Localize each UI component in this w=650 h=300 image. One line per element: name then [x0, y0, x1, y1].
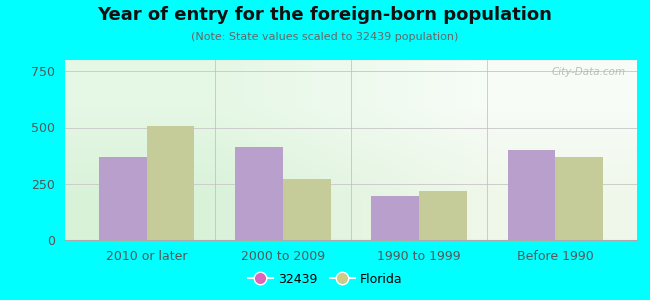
Bar	[235, 147, 283, 240]
Bar	[99, 157, 147, 240]
Legend: 32439, Florida: 32439, Florida	[242, 268, 408, 291]
Bar	[283, 179, 331, 240]
Bar	[147, 126, 194, 240]
Text: City-Data.com: City-Data.com	[551, 67, 625, 77]
Text: (Note: State values scaled to 32439 population): (Note: State values scaled to 32439 popu…	[191, 32, 459, 41]
Text: Year of entry for the foreign-born population: Year of entry for the foreign-born popul…	[98, 6, 552, 24]
Bar	[555, 157, 603, 240]
Bar	[419, 190, 467, 240]
Bar	[371, 196, 419, 240]
Bar	[508, 150, 555, 240]
